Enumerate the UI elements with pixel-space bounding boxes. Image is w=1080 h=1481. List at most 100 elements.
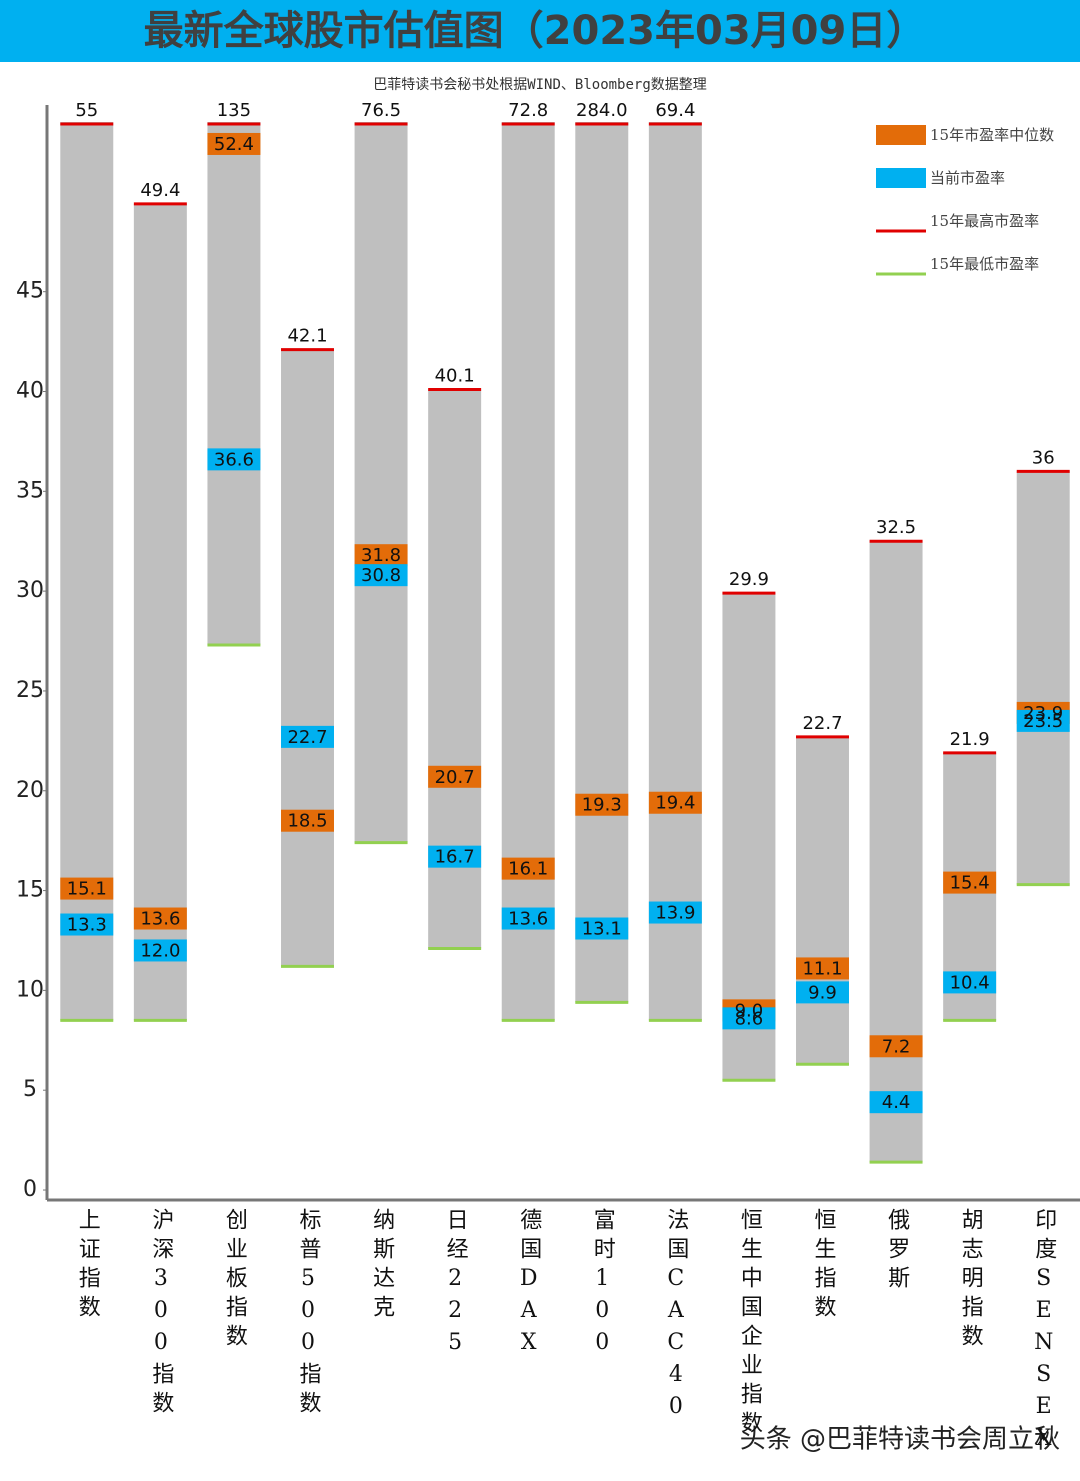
max-label: 42.1 [287, 326, 327, 347]
range-bar [869, 541, 923, 1163]
current-marker [281, 725, 334, 748]
median-label: 16.1 [508, 859, 548, 880]
max-label: 32.5 [876, 517, 916, 538]
median-label: 9.0 [735, 1000, 764, 1021]
x-tick-label: 富时100 [590, 1208, 615, 1362]
current-label: 36.6 [214, 449, 254, 470]
median-marker [575, 793, 629, 816]
legend-label: 当前市盈率 [930, 169, 1005, 187]
y-tick-label: 30 [16, 578, 44, 603]
median-marker [428, 765, 482, 788]
y-tick-label: 20 [16, 778, 44, 803]
current-marker [1016, 709, 1070, 732]
max-label: 69.4 [655, 100, 695, 121]
max-label: 29.9 [729, 569, 769, 590]
x-tick-label: 印度SENSEX [1031, 1208, 1057, 1458]
x-tick-label: 胡志明指数 [958, 1208, 984, 1353]
y-tick-label: 10 [16, 977, 44, 1002]
current-label: 13.6 [508, 909, 548, 930]
current-label: 10.4 [950, 972, 990, 993]
median-label: 15.1 [67, 879, 107, 900]
x-tick-label: 日经225 [443, 1208, 469, 1362]
median-marker [943, 871, 997, 894]
range-bar [133, 203, 187, 1021]
median-label: 7.2 [882, 1036, 911, 1057]
median-label: 23.9 [1023, 703, 1063, 724]
median-label: 15.4 [950, 873, 990, 894]
legend-label: 15年最低市盈率 [930, 255, 1039, 273]
range-bar [207, 122, 261, 646]
median-label: 31.8 [361, 545, 401, 566]
chart-subtitle: 巴菲特读书会秘书处根据WIND、Bloomberg数据整理 [373, 76, 707, 93]
max-label: 72.8 [508, 100, 548, 121]
x-tick-label: 沪深300指数 [148, 1208, 174, 1420]
current-label: 9.9 [808, 982, 837, 1003]
median-marker [207, 132, 261, 155]
max-label: 21.9 [950, 729, 990, 750]
x-tick-label: 上证指数 [75, 1208, 101, 1324]
current-marker [501, 907, 555, 930]
current-marker [575, 917, 629, 940]
chart-title: 最新全球股市估值图（2023年03月09日） [144, 8, 927, 54]
x-tick-label: 恒生指数 [811, 1208, 837, 1324]
range-bar [60, 122, 114, 1021]
legend-swatch [876, 125, 926, 145]
current-label: 4.4 [882, 1092, 911, 1113]
current-label: 23.5 [1023, 711, 1063, 732]
max-label: 284.0 [576, 100, 628, 121]
median-label: 11.1 [802, 958, 842, 979]
x-tick-label: 恒生中国企业指数 [737, 1208, 763, 1440]
current-marker [60, 913, 114, 936]
median-label: 19.4 [655, 793, 695, 814]
current-label: 22.7 [287, 727, 327, 748]
current-marker [428, 845, 482, 868]
current-label: 30.8 [361, 565, 401, 586]
range-bar [575, 122, 629, 1003]
max-label: 40.1 [435, 366, 475, 387]
x-tick-label: 创业板指数 [222, 1208, 248, 1353]
x-tick-label: 标普500指数 [296, 1208, 322, 1420]
current-marker [133, 939, 187, 962]
legend-swatch [876, 168, 926, 188]
current-marker [722, 1007, 776, 1030]
max-label: 76.5 [361, 100, 401, 121]
plot-area [60, 122, 1070, 1164]
max-label: 49.4 [140, 180, 180, 201]
current-marker [207, 448, 261, 471]
current-marker [869, 1091, 923, 1114]
current-label: 13.3 [67, 915, 107, 936]
max-label: 135 [217, 100, 251, 121]
median-marker [60, 877, 114, 900]
range-bar [354, 122, 408, 843]
current-label: 12.0 [140, 940, 180, 961]
title-banner [0, 0, 1080, 62]
median-marker [133, 907, 187, 930]
x-tick-label: 法国CAC40 [663, 1208, 689, 1426]
median-label: 19.3 [582, 795, 622, 816]
current-marker [943, 971, 997, 994]
range-bar [281, 349, 334, 967]
legend-label: 15年最高市盈率 [930, 212, 1039, 230]
legend-label: 15年市盈率中位数 [930, 126, 1054, 144]
y-tick-label: 15 [16, 878, 44, 903]
current-label: 16.7 [435, 847, 475, 868]
current-label: 8.6 [735, 1008, 764, 1029]
current-label: 13.9 [655, 903, 695, 924]
median-label: 52.4 [214, 134, 254, 155]
range-bar [722, 593, 776, 1081]
median-marker [796, 957, 849, 980]
current-marker [354, 564, 408, 587]
x-tick-label: 德国DAX [516, 1208, 542, 1362]
median-marker [501, 857, 555, 880]
max-label: 22.7 [802, 713, 842, 734]
y-tick-label: 5 [23, 1077, 37, 1102]
current-label: 13.1 [582, 919, 622, 940]
range-bar [648, 122, 702, 1021]
y-tick-label: 35 [16, 478, 44, 503]
range-bar [796, 736, 849, 1065]
median-label: 18.5 [287, 811, 327, 832]
x-tick-label: 俄罗斯 [884, 1208, 910, 1295]
median-marker [869, 1035, 923, 1058]
range-bar [1016, 471, 1070, 885]
